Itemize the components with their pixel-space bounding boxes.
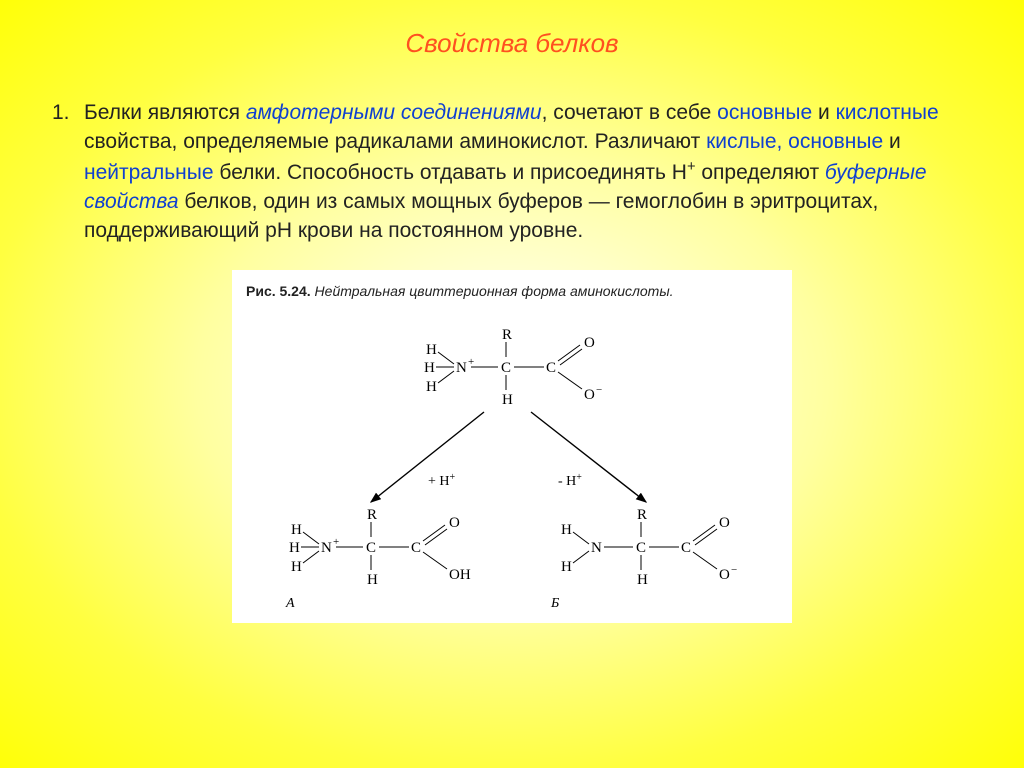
atom-r: R bbox=[367, 507, 377, 523]
atom-c: C bbox=[501, 360, 511, 376]
bottom-right-structure: N H H C R H C O O − bbox=[561, 507, 737, 588]
text-acidic: кислотные bbox=[836, 101, 939, 124]
atom-h: H bbox=[561, 559, 572, 575]
atom-h: H bbox=[291, 522, 302, 538]
charge-minus: − bbox=[596, 384, 602, 396]
figure-caption: Рис. 5.24. Нейтральная цвиттерионная фор… bbox=[246, 282, 778, 301]
text-1: Белки являются bbox=[84, 101, 246, 124]
list-number: 1. bbox=[52, 99, 70, 128]
page-title: Свойства белков bbox=[50, 28, 974, 59]
atom-c: C bbox=[681, 540, 691, 556]
text-14: белков, один из самых мощных буферов — г… bbox=[84, 190, 878, 242]
atom-o: O bbox=[719, 567, 730, 583]
label-minus-h: - H+ bbox=[558, 472, 582, 489]
atom-r: R bbox=[502, 327, 512, 343]
atom-c: C bbox=[636, 540, 646, 556]
atom-o: O bbox=[584, 387, 595, 403]
text-7: свойства, определяемые радикалами аминок… bbox=[84, 130, 706, 153]
atom-n: N bbox=[456, 360, 467, 376]
atom-c: C bbox=[546, 360, 556, 376]
atom-h: H bbox=[289, 540, 300, 556]
figure-caption-bold: Рис. 5.24. bbox=[246, 283, 311, 299]
atom-h: H bbox=[502, 392, 513, 408]
label-a: А bbox=[285, 596, 295, 611]
charge-plus: + bbox=[468, 356, 474, 368]
text-basic: основные bbox=[717, 101, 812, 124]
text-11: белки. Способность отдавать и присоединя… bbox=[214, 161, 687, 184]
charge-plus: + bbox=[333, 536, 339, 548]
arrow-right bbox=[531, 412, 646, 502]
text-neutral: нейтральные bbox=[84, 161, 214, 184]
atom-oh: OH bbox=[449, 567, 471, 583]
figure-caption-italic: Нейтральная цвиттерионная форма аминокис… bbox=[315, 283, 674, 299]
top-structure: N + H H H C R H C bbox=[424, 327, 602, 408]
atom-h: H bbox=[367, 572, 378, 588]
atom-o: O bbox=[584, 335, 595, 351]
text-9: и bbox=[883, 130, 901, 153]
atom-h: H bbox=[424, 360, 435, 376]
atom-n: N bbox=[591, 540, 602, 556]
bottom-left-structure: N + H H H C R H C O OH bbox=[289, 507, 471, 588]
text-3: , сочетают в себе bbox=[542, 101, 718, 124]
figure-box: Рис. 5.24. Нейтральная цвиттерионная фор… bbox=[232, 270, 792, 623]
sup-plus: + bbox=[687, 159, 696, 175]
atom-h: H bbox=[637, 572, 648, 588]
charge-minus: − bbox=[731, 564, 737, 576]
text-12: определяют bbox=[696, 161, 825, 184]
atom-h: H bbox=[291, 559, 302, 575]
atom-c: C bbox=[366, 540, 376, 556]
chemical-diagram: N + H H H C R H C bbox=[246, 307, 776, 617]
atom-o: O bbox=[449, 515, 460, 531]
atom-h: H bbox=[426, 379, 437, 395]
text-amphoteric: амфотерными соединениями bbox=[246, 101, 542, 124]
text-5: и bbox=[812, 101, 835, 124]
label-b: Б bbox=[550, 596, 559, 611]
atom-r: R bbox=[637, 507, 647, 523]
atom-c: C bbox=[411, 540, 421, 556]
atom-h: H bbox=[426, 342, 437, 358]
label-plus-h: + H+ bbox=[428, 472, 456, 489]
atom-o: O bbox=[719, 515, 730, 531]
body-paragraph: 1. Белки являются амфотерными соединения… bbox=[50, 99, 974, 246]
atom-h: H bbox=[561, 522, 572, 538]
atom-n: N bbox=[321, 540, 332, 556]
slide: Свойства белков 1. Белки являются амфоте… bbox=[0, 0, 1024, 768]
text-acid-basic: кислые, основные bbox=[706, 130, 883, 153]
